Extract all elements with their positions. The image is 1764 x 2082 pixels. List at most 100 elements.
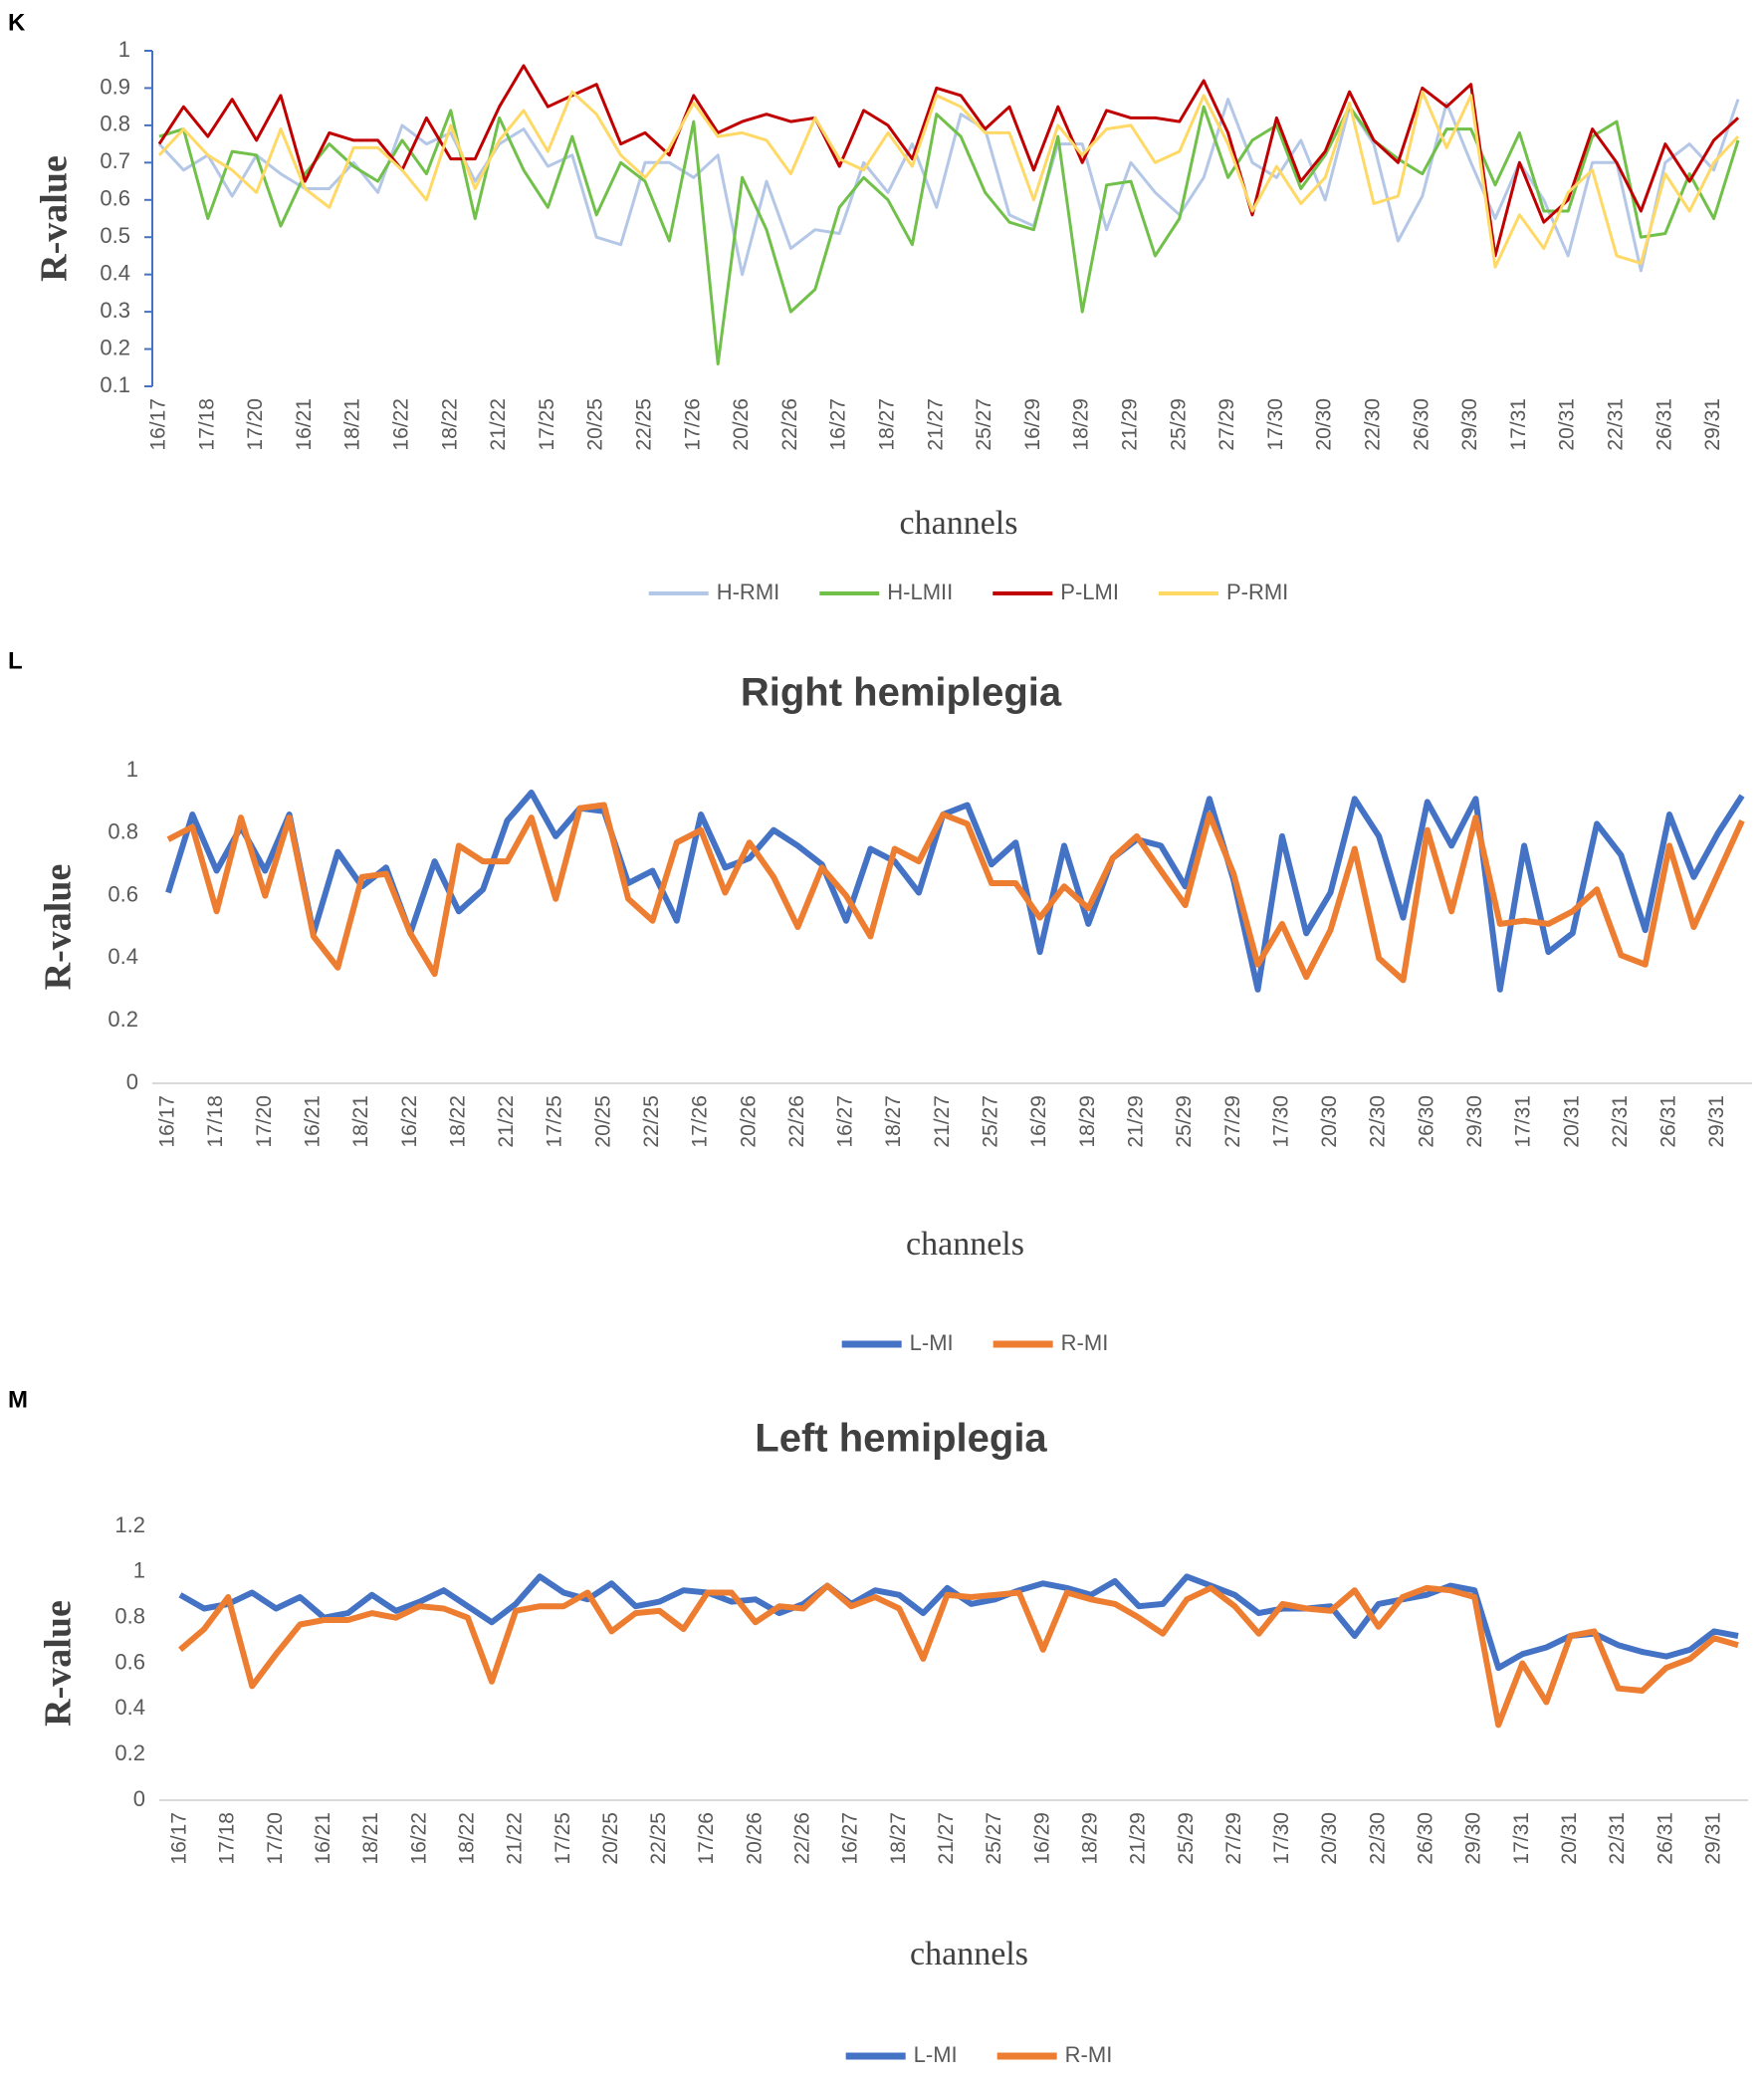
x-tick-label: 20/25	[599, 1812, 622, 1865]
x-tick-label: 17/25	[551, 1812, 574, 1865]
chart-title: Right hemiplegia	[741, 671, 1062, 715]
y-tick-label: 0.6	[108, 881, 138, 906]
series-line	[158, 105, 1740, 365]
y-tick-label: 0.8	[100, 112, 130, 136]
x-tick-label: 22/26	[791, 1812, 814, 1865]
x-axis-title: channels	[910, 1936, 1028, 1972]
x-tick-label: 18/22	[455, 1812, 478, 1865]
x-tick-label: 25/27	[973, 398, 995, 451]
legend-label: P-RMI	[1226, 579, 1288, 604]
x-tick-label: 27/29	[1222, 1812, 1245, 1865]
x-tick-label: 21/27	[931, 1095, 954, 1148]
x-tick-label: 16/21	[312, 1812, 334, 1865]
x-tick-label: 16/22	[390, 398, 413, 451]
x-tick-label: 21/22	[495, 1095, 518, 1148]
x-tick-label: 26/31	[1653, 398, 1675, 451]
x-tick-label: 18/27	[887, 1812, 910, 1865]
x-tick-label: 21/27	[935, 1812, 958, 1865]
x-tick-label: 20/31	[1558, 1812, 1581, 1865]
x-tick-label: 22/31	[1605, 398, 1628, 451]
x-tick-label: 29/31	[1701, 398, 1724, 451]
y-tick-label: 1	[126, 757, 138, 782]
x-tick-label: 17/30	[1264, 398, 1287, 451]
series-line	[157, 98, 1740, 277]
x-tick-label: 16/29	[1027, 1095, 1050, 1148]
x-tick-label: 21/29	[1119, 398, 1142, 451]
y-tick-label: 0.6	[100, 186, 130, 211]
x-tick-label: 21/27	[924, 398, 947, 451]
x-tick-label: 21/22	[487, 398, 510, 451]
x-tick-label: 20/30	[1313, 398, 1336, 451]
x-tick-label: 16/17	[156, 1095, 179, 1148]
x-tick-label: 29/30	[1463, 1095, 1486, 1148]
panel-label: M	[8, 1386, 28, 1413]
y-tick-label: 0.7	[100, 148, 130, 173]
y-axis-title: R-value	[34, 155, 76, 282]
y-tick-label: 0.4	[108, 944, 138, 969]
y-tick-label: 0.8	[114, 1603, 145, 1628]
y-axis-title: R-value	[38, 1600, 80, 1727]
x-tick-label: 18/29	[1070, 398, 1093, 451]
x-tick-label: 20/25	[591, 1095, 614, 1148]
y-tick-label: 1	[118, 37, 130, 62]
x-tick-label: 22/25	[633, 398, 656, 451]
y-axis-title: R-value	[38, 864, 80, 991]
x-tick-label: 27/29	[1221, 1095, 1244, 1148]
panel-label: L	[8, 647, 23, 674]
x-tick-label: 21/29	[1127, 1812, 1150, 1865]
x-tick-label: 25/27	[983, 1812, 1005, 1865]
y-tick-label: 0.4	[100, 260, 130, 285]
x-tick-label: 29/30	[1462, 1812, 1485, 1865]
x-tick-label: 17/25	[536, 398, 558, 451]
y-tick-label: 0	[133, 1786, 145, 1811]
y-tick-label: 0.2	[100, 335, 130, 359]
y-tick-label: 0.6	[114, 1649, 145, 1674]
x-tick-label: 17/20	[264, 1812, 287, 1865]
x-tick-label: 18/27	[882, 1095, 905, 1148]
legend: L-MI R-MI	[845, 2042, 1113, 2067]
x-tick-label: 18/21	[359, 1812, 382, 1865]
x-tick-label: 17/18	[216, 1812, 239, 1865]
panel-label: K	[8, 9, 26, 36]
x-tick-label: 18/22	[438, 398, 461, 451]
x-tick-label: 29/31	[1705, 1095, 1728, 1148]
series-line	[178, 1582, 1739, 1729]
x-tick-label: 18/21	[349, 1095, 372, 1148]
x-tick-label: 22/30	[1362, 398, 1385, 451]
x-tick-label: 20/26	[730, 398, 753, 451]
x-tick-label: 18/21	[341, 398, 364, 451]
x-tick-label: 22/31	[1609, 1095, 1632, 1148]
x-tick-label: 26/31	[1657, 1095, 1680, 1148]
x-tick-label: 16/22	[398, 1095, 421, 1148]
series-line	[157, 90, 1740, 269]
x-tick-label: 16/27	[834, 1095, 857, 1148]
x-axis-title: channels	[906, 1226, 1024, 1263]
x-tick-label: 25/27	[980, 1095, 1002, 1148]
legend-label: P-LMI	[1060, 579, 1119, 604]
x-tick-label: 17/31	[1512, 1095, 1535, 1148]
x-tick-label: 29/30	[1458, 398, 1481, 451]
series-line	[166, 802, 1745, 984]
x-tick-label: 25/29	[1175, 1812, 1198, 1865]
x-tick-label: 17/18	[204, 1095, 227, 1148]
legend-label: L-MI	[914, 2042, 958, 2067]
x-tick-label: 17/30	[1270, 1812, 1293, 1865]
x-tick-label: 17/18	[195, 398, 218, 451]
y-tick-label: 0.2	[114, 1740, 145, 1765]
legend: H-RMI H-LMII P-LMI P-RMI	[648, 579, 1288, 604]
x-tick-label: 16/29	[1021, 398, 1044, 451]
x-tick-label: 17/31	[1507, 398, 1530, 451]
y-tick-label: 0.2	[108, 1007, 138, 1032]
x-tick-label: 16/17	[168, 1812, 191, 1865]
legend: L-MI R-MI	[841, 1330, 1108, 1355]
y-tick-label: 0.8	[108, 819, 138, 844]
x-tick-label: 17/30	[1269, 1095, 1292, 1148]
x-tick-label: 20/30	[1318, 1812, 1341, 1865]
x-tick-label: 22/25	[640, 1095, 663, 1148]
chart-title: Left hemiplegia	[755, 1417, 1047, 1461]
x-tick-label: 20/31	[1560, 1095, 1583, 1148]
x-tick-label: 21/29	[1124, 1095, 1147, 1148]
legend-label: R-MI	[1065, 2042, 1113, 2067]
x-tick-label: 26/30	[1415, 1812, 1437, 1865]
